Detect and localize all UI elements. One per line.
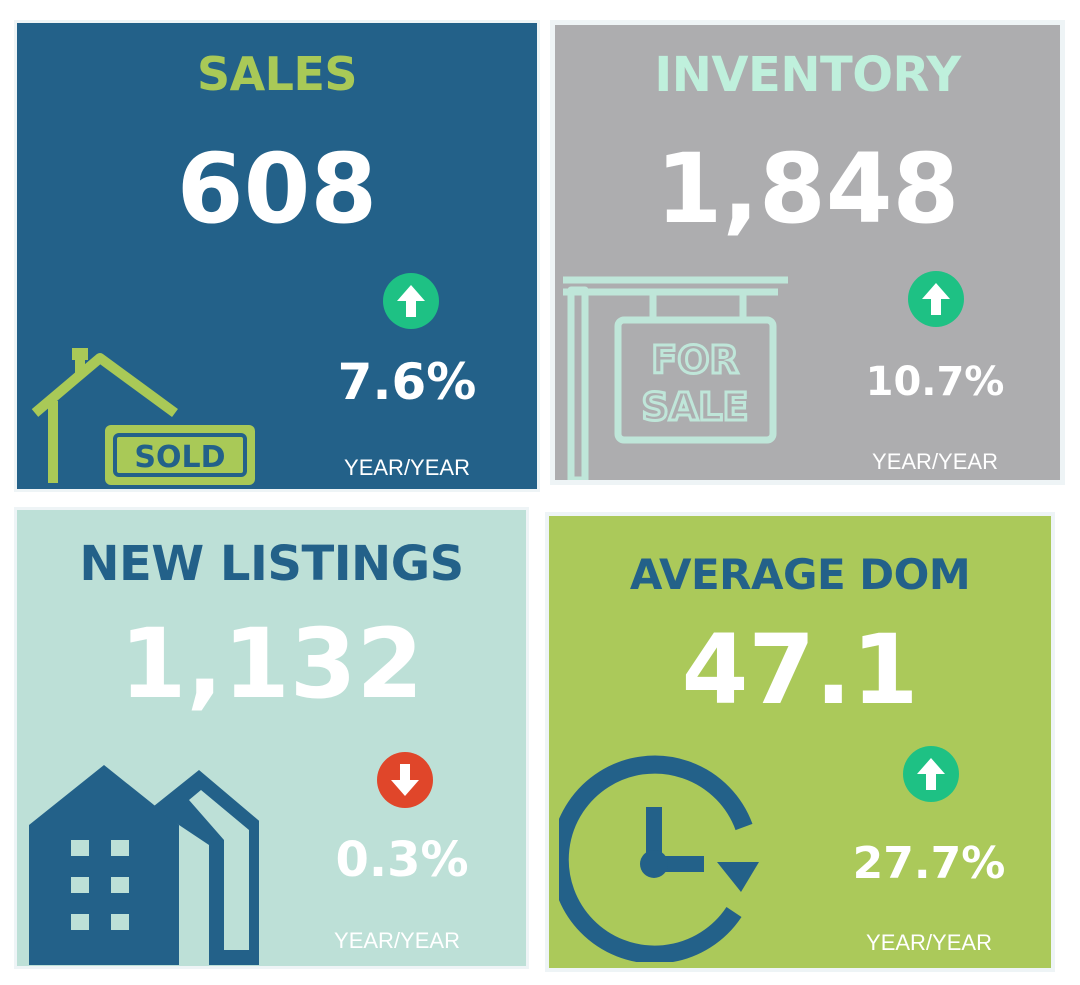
inventory-card: INVENTORY 1,848 10.7% YEAR/YEAR FOR SALE — [550, 20, 1065, 485]
new-listings-value: 1,132 — [119, 608, 424, 720]
average-dom-card: AVERAGE DOM 47.1 27.7% YEAR/YEAR — [545, 512, 1055, 972]
average-dom-title: AVERAGE DOM — [629, 550, 971, 599]
inventory-period: YEAR/YEAR — [872, 449, 998, 474]
sales-value: 608 — [176, 133, 378, 245]
clock-refresh-icon — [559, 755, 759, 962]
average-dom-value: 47.1 — [681, 614, 919, 726]
new-listings-period: YEAR/YEAR — [334, 928, 460, 953]
buildings-icon — [29, 765, 259, 965]
sales-card: SALES 608 7.6% YEAR/YEAR SOLD — [14, 20, 540, 492]
inventory-title: INVENTORY — [654, 47, 961, 103]
new-listings-card: NEW LISTINGS 1,132 0.3% YEAR/YEAR — [14, 507, 529, 969]
average-dom-change: 27.7% — [852, 838, 1006, 889]
up-arrow-icon — [908, 271, 964, 327]
up-arrow-icon — [903, 746, 959, 802]
new-listings-title: NEW LISTINGS — [79, 536, 464, 592]
new-listings-change: 0.3% — [335, 832, 469, 888]
house-sold-icon: SOLD — [31, 348, 255, 485]
up-arrow-icon — [383, 273, 439, 329]
sold-sign-text: SOLD — [134, 440, 225, 475]
inventory-value: 1,848 — [655, 133, 960, 245]
down-arrow-icon — [377, 752, 433, 808]
for-sale-sign-icon: FOR SALE — [563, 276, 788, 480]
sales-title: SALES — [196, 47, 358, 101]
average-dom-period: YEAR/YEAR — [866, 930, 992, 955]
inventory-change: 10.7% — [865, 359, 1005, 405]
for-sale-text-line1: FOR — [651, 338, 739, 382]
sales-change: 7.6% — [337, 353, 477, 411]
for-sale-text-line2: SALE — [642, 385, 749, 429]
sales-period: YEAR/YEAR — [344, 455, 470, 480]
